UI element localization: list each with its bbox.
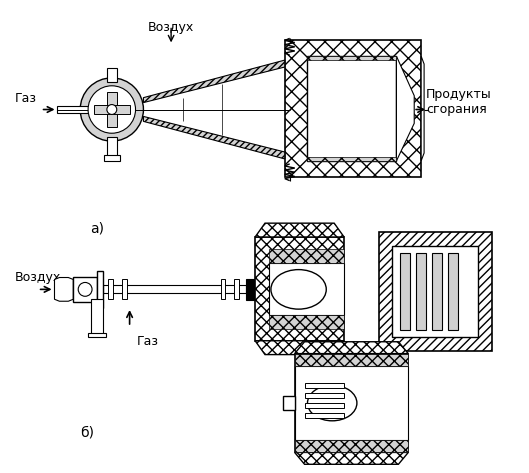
Text: Воздух: Воздух	[15, 271, 61, 284]
Bar	[107, 92, 117, 127]
Polygon shape	[295, 342, 408, 354]
Bar	[107, 137, 117, 157]
Polygon shape	[255, 341, 344, 355]
Circle shape	[80, 78, 143, 141]
Bar	[283, 396, 295, 410]
Bar	[379, 232, 492, 350]
Bar	[103, 285, 246, 293]
Text: Продукты
сгорания: Продукты сгорания	[426, 88, 492, 115]
Bar	[104, 155, 120, 161]
Bar	[246, 279, 254, 300]
Ellipse shape	[307, 385, 357, 421]
Text: Газ: Газ	[136, 335, 159, 348]
Bar	[393, 246, 478, 337]
Text: а): а)	[90, 221, 104, 235]
Circle shape	[78, 282, 92, 296]
Polygon shape	[421, 56, 424, 161]
Polygon shape	[143, 116, 285, 159]
Bar	[88, 333, 106, 337]
Circle shape	[107, 105, 117, 114]
Bar	[91, 299, 103, 334]
Polygon shape	[143, 60, 285, 103]
Bar	[295, 354, 408, 453]
Text: Газ: Газ	[15, 92, 37, 105]
Bar	[416, 253, 426, 330]
Bar	[285, 40, 421, 177]
Circle shape	[88, 86, 135, 133]
Bar	[295, 354, 408, 367]
Ellipse shape	[271, 270, 326, 309]
Bar	[234, 280, 239, 299]
Bar	[306, 56, 396, 161]
Bar	[269, 249, 344, 263]
Bar	[295, 439, 408, 453]
Bar	[305, 403, 344, 408]
Bar	[448, 253, 458, 330]
Bar	[107, 68, 117, 82]
Bar	[255, 237, 344, 341]
Bar	[305, 413, 344, 418]
Polygon shape	[54, 278, 74, 301]
Bar	[58, 105, 112, 114]
Bar	[306, 157, 396, 161]
Bar	[295, 367, 408, 439]
Bar	[108, 280, 113, 299]
Bar	[432, 253, 442, 330]
Bar	[305, 393, 344, 398]
Bar	[305, 383, 344, 388]
Bar	[306, 56, 396, 60]
Bar	[269, 263, 344, 315]
Bar	[97, 271, 103, 308]
Polygon shape	[396, 56, 414, 161]
Text: Воздух: Воздух	[148, 20, 194, 34]
Text: б): б)	[80, 426, 94, 440]
Bar	[269, 315, 344, 329]
Bar	[221, 280, 225, 299]
Bar	[94, 105, 130, 114]
Bar	[74, 277, 97, 302]
Bar	[400, 253, 411, 330]
Bar	[122, 280, 126, 299]
Polygon shape	[255, 223, 344, 237]
Polygon shape	[295, 453, 408, 464]
